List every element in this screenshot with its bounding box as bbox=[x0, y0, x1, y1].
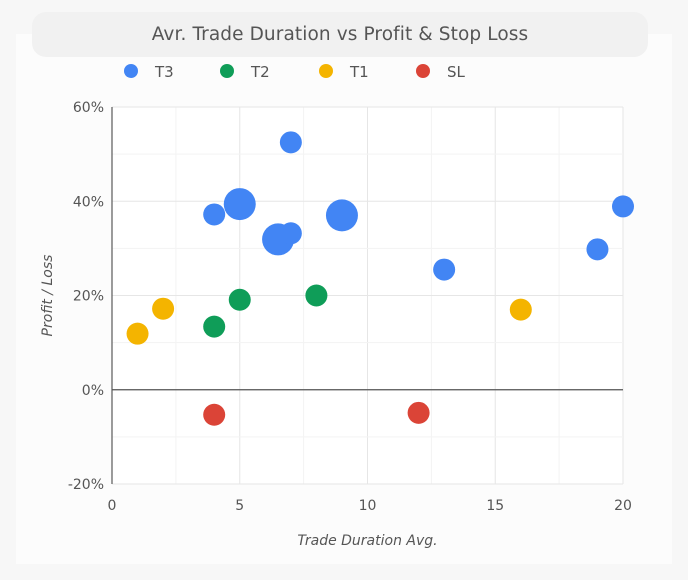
data-point-t3 bbox=[325, 199, 358, 232]
data-point-t3 bbox=[433, 258, 456, 281]
legend-marker-t2 bbox=[220, 64, 234, 78]
legend-marker-sl bbox=[416, 64, 430, 78]
x-tick-label: 15 bbox=[486, 498, 504, 514]
x-tick-label: 0 bbox=[108, 498, 117, 514]
y-tick-label: -20% bbox=[68, 477, 104, 493]
data-point-sl bbox=[203, 403, 226, 426]
legend-label-t1: T1 bbox=[349, 63, 369, 81]
x-tick-label: 5 bbox=[235, 498, 244, 514]
x-tick-label: 10 bbox=[359, 498, 377, 514]
data-point-t3 bbox=[203, 203, 226, 226]
x-tick-label: 20 bbox=[614, 498, 632, 514]
data-point-t3 bbox=[279, 131, 302, 154]
data-point-sl bbox=[407, 401, 430, 424]
legend-label-t2: T2 bbox=[250, 63, 270, 81]
y-tick-label: 20% bbox=[73, 289, 104, 305]
legend-label-t3: T3 bbox=[154, 63, 174, 81]
data-point-t3 bbox=[586, 238, 609, 261]
data-point-t2 bbox=[203, 315, 226, 338]
chart-title: Avr. Trade Duration vs Profit & Stop Los… bbox=[151, 24, 529, 45]
legend-marker-t3 bbox=[124, 64, 138, 78]
data-point-t1 bbox=[126, 322, 149, 345]
y-tick-label: 60% bbox=[73, 100, 104, 116]
data-point-t3 bbox=[279, 222, 302, 245]
x-axis-title: Trade Duration Avg. bbox=[297, 533, 437, 549]
legend-marker-t1 bbox=[319, 64, 333, 78]
data-point-t2 bbox=[228, 288, 251, 311]
chart-title-box: Avr. Trade Duration vs Profit & Stop Los… bbox=[32, 12, 648, 57]
y-tick-label: 40% bbox=[73, 194, 104, 210]
y-tick-label: 0% bbox=[82, 383, 104, 399]
data-point-t1 bbox=[152, 297, 175, 320]
y-axis-title: Profit / Loss bbox=[40, 255, 56, 337]
data-point-t3 bbox=[223, 188, 256, 221]
data-point-t2 bbox=[305, 284, 328, 307]
legend-label-sl: SL bbox=[447, 63, 466, 81]
data-point-t1 bbox=[509, 298, 532, 321]
data-point-t3 bbox=[612, 195, 634, 218]
